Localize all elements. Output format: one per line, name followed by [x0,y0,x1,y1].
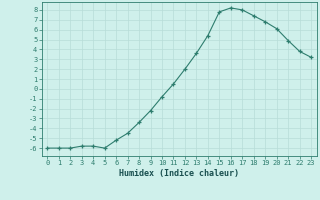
X-axis label: Humidex (Indice chaleur): Humidex (Indice chaleur) [119,169,239,178]
